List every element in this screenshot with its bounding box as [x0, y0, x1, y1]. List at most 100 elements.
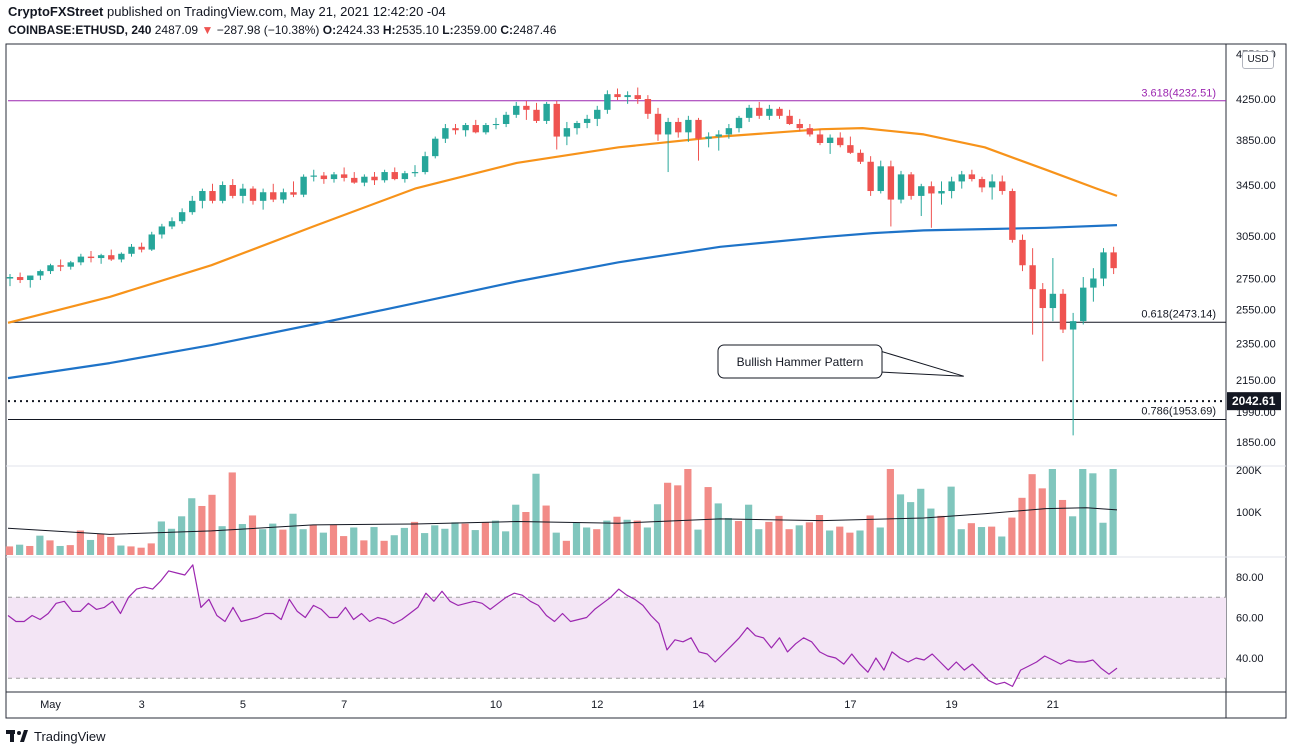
support-price-label: 2042.61 — [1232, 394, 1276, 408]
volume-bar — [238, 524, 246, 555]
chart-canvas[interactable]: 3.618(4232.51) 0.618(2473.14) 0.786(1953.6… — [0, 0, 1296, 725]
high-value: 2535.10 — [395, 23, 439, 37]
candle-up — [563, 121, 571, 146]
volume-bar — [26, 545, 34, 555]
candle-body — [330, 174, 338, 180]
volume-bar — [400, 527, 408, 555]
volume-bar — [532, 473, 540, 555]
candle-body — [1069, 321, 1077, 330]
volume-bar — [502, 531, 510, 555]
candle-down — [654, 107, 662, 141]
candle-up — [361, 174, 368, 187]
volume-tick-label: 100K — [1236, 507, 1262, 519]
symbol-info: COINBASE:ETHUSD, 240 2487.09 ▼ −287.98 (… — [8, 22, 1208, 38]
candle-up — [573, 120, 581, 135]
volume-bar — [562, 540, 570, 555]
candle-body — [452, 128, 459, 131]
volume-bar — [228, 472, 236, 555]
rsi-pane[interactable] — [7, 564, 1226, 688]
volume-bar — [785, 529, 793, 555]
candle-body — [816, 134, 824, 143]
volume-pane[interactable] — [5, 469, 1118, 555]
volume-bar — [815, 515, 824, 555]
price-tick-label: 4250.00 — [1236, 94, 1276, 106]
candle-body — [1049, 293, 1057, 309]
volume-bar — [178, 516, 186, 555]
candle-body — [766, 108, 773, 116]
candle-body — [786, 115, 793, 125]
candle-body — [37, 271, 44, 276]
price-tick-label: 2150.00 — [1236, 375, 1276, 387]
candle-up — [826, 134, 834, 154]
volume-bar — [329, 524, 338, 555]
candle-up — [330, 172, 338, 183]
volume-bar — [896, 494, 905, 555]
candle-up — [421, 151, 429, 175]
candle-body — [219, 185, 226, 201]
volume-bar — [137, 547, 145, 555]
volume-bar — [309, 524, 317, 555]
candle-body — [958, 174, 965, 182]
candle-body — [432, 138, 439, 157]
volume-bar — [299, 529, 307, 555]
candle-body — [462, 125, 469, 131]
volume-bar — [1099, 522, 1107, 555]
price-tick-label: 1850.00 — [1236, 437, 1276, 449]
price-pane[interactable]: 3.618(4232.51) 0.618(2473.14) 0.786(1953.6… — [6, 87, 1226, 436]
candle-up — [97, 253, 105, 264]
symbol-name[interactable]: COINBASE:ETHUSD, 240 — [8, 23, 152, 37]
candle-down — [320, 172, 328, 184]
candle-up — [411, 165, 419, 177]
candle-down — [796, 118, 803, 132]
time-tick-label: 12 — [591, 699, 603, 711]
candle-body — [502, 114, 510, 125]
volume-bar — [714, 503, 722, 555]
candle-body — [553, 103, 560, 137]
candle-body — [1090, 278, 1097, 288]
publisher-name[interactable]: CryptoFXStreet — [8, 4, 104, 19]
currency-button[interactable]: USD — [1242, 51, 1274, 69]
close-value: 2487.46 — [513, 23, 557, 37]
candle-body — [654, 113, 662, 135]
candle-body — [199, 191, 206, 201]
volume-bar — [491, 520, 500, 555]
candle-body — [533, 109, 540, 121]
candle-up — [199, 188, 206, 209]
fib-level-label: 0.618(2473.14) — [1141, 308, 1216, 320]
published-text: published on TradingView.com, May 21, 20… — [106, 4, 446, 19]
candle-body — [482, 125, 490, 133]
candle-body — [239, 188, 247, 196]
candle-up — [300, 174, 307, 198]
fib-level-label: 0.786(1953.69) — [1141, 406, 1216, 418]
candle-up — [6, 274, 14, 287]
volume-bar — [957, 529, 965, 555]
volume-ma-line — [7, 507, 1118, 535]
candle-up — [897, 170, 905, 204]
volume-bar — [97, 533, 105, 555]
volume-bar — [370, 527, 378, 555]
candle-body — [138, 246, 145, 250]
volume-bar — [46, 540, 54, 555]
candle-down — [756, 101, 763, 119]
candle-down — [1110, 246, 1117, 275]
candle-down — [533, 102, 540, 123]
low-value: 2359.00 — [453, 23, 497, 37]
support-price-tag — [1227, 392, 1281, 411]
candle-down — [1059, 289, 1067, 333]
candle-body — [1029, 265, 1036, 290]
volume-bar — [127, 546, 135, 555]
candle-down — [887, 160, 895, 227]
candle-body — [178, 212, 186, 222]
candle-body — [513, 105, 520, 115]
candle-body — [189, 200, 196, 213]
candle-body — [381, 172, 388, 181]
candle-body — [249, 188, 257, 201]
volume-bar — [836, 526, 844, 555]
candle-up — [310, 169, 317, 182]
candle-up — [47, 263, 54, 275]
candle-up — [148, 231, 155, 251]
candle-up — [1080, 277, 1087, 325]
candle-down — [16, 272, 24, 284]
candle-body — [421, 156, 429, 173]
tradingview-brand[interactable]: TradingView — [34, 728, 106, 744]
